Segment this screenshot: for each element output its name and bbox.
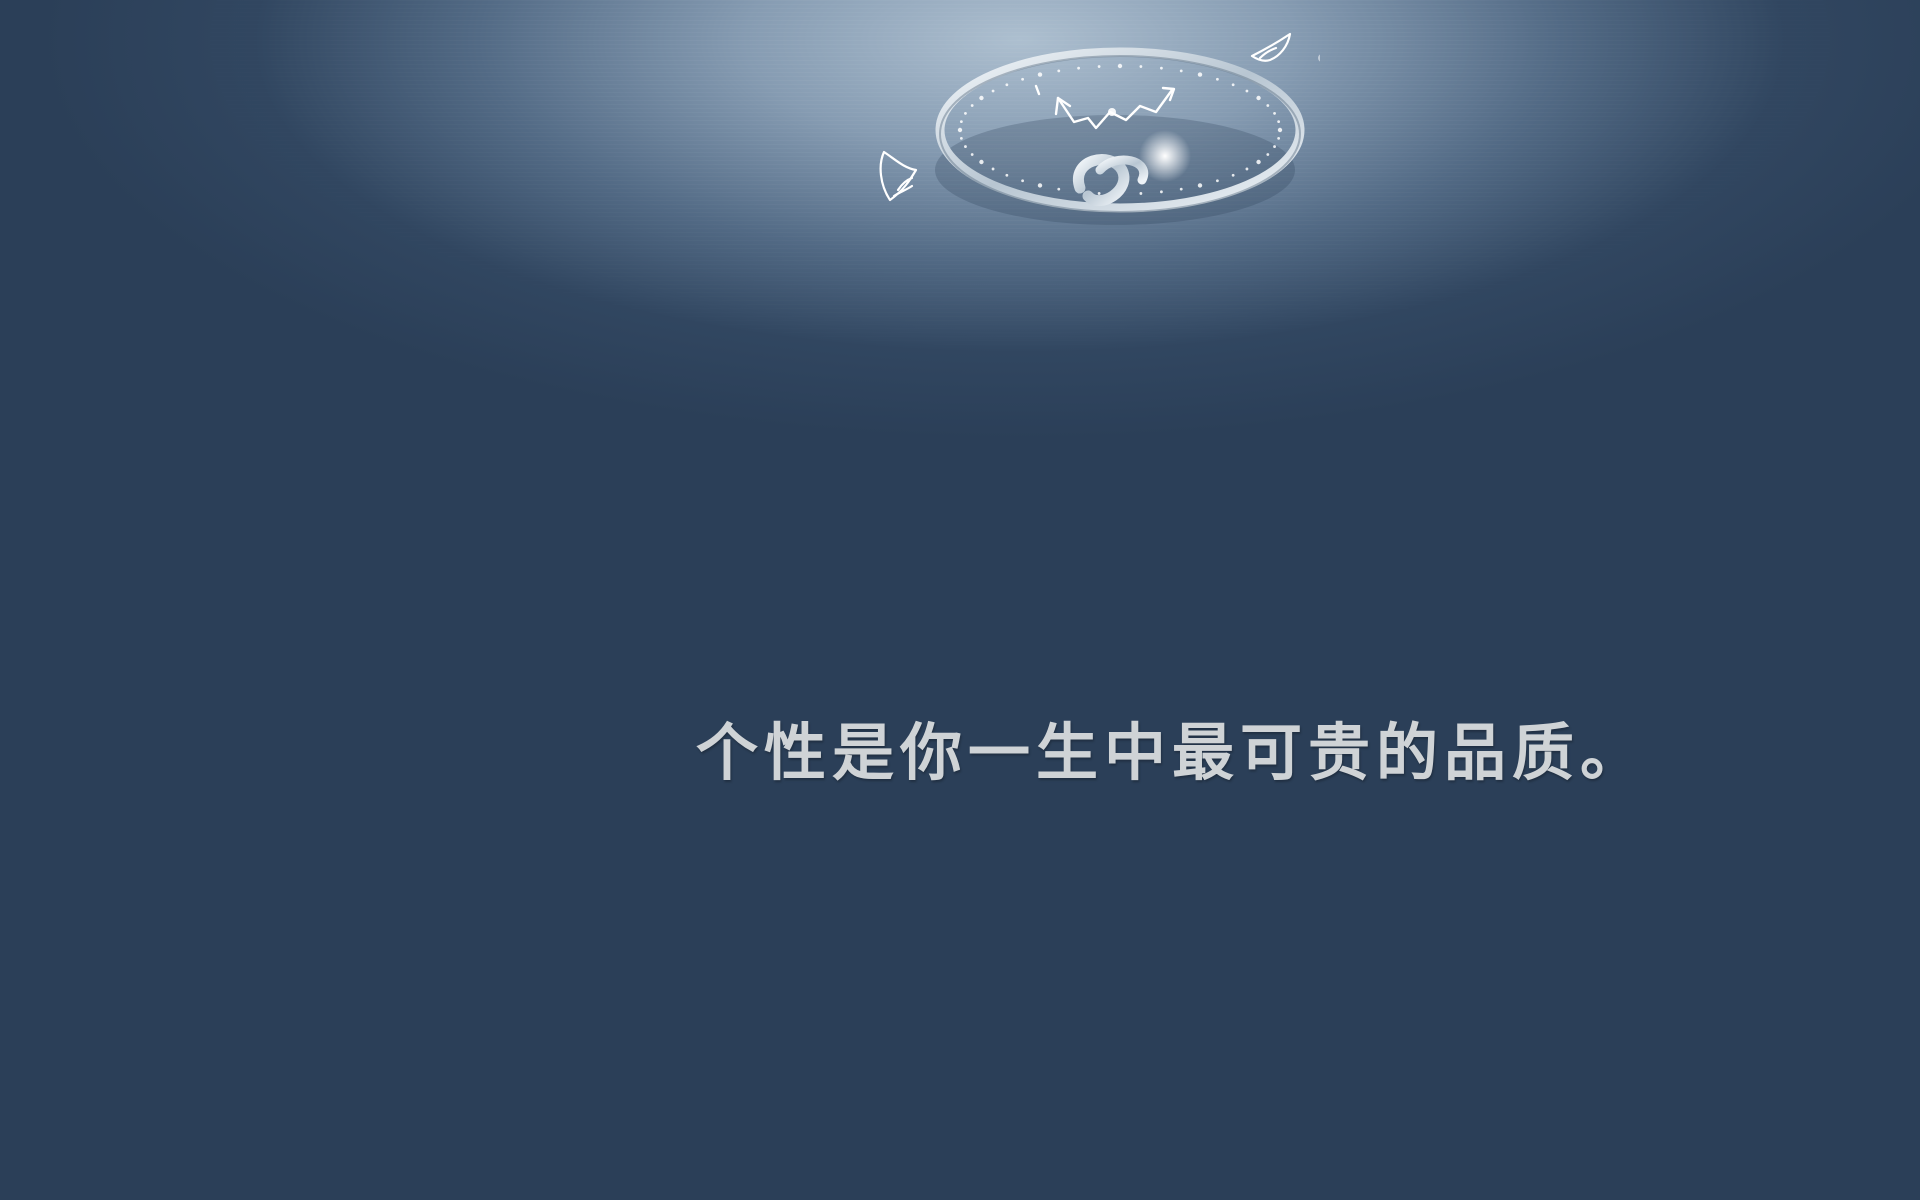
clock-tick (1139, 65, 1143, 68)
clock-tick (1197, 183, 1203, 188)
clock-tick (1277, 136, 1281, 140)
clock-tick (1179, 187, 1183, 191)
ring-band-edge (939, 55, 1301, 213)
clock-tick (1021, 179, 1024, 183)
wing-icon (879, 150, 918, 202)
clock-tick (1117, 63, 1123, 69)
clock-tick (959, 120, 963, 124)
clock-tick (1037, 72, 1043, 77)
clock-tick (970, 104, 974, 107)
clock-tick (1216, 179, 1219, 183)
texture-lines (0, 0, 1920, 380)
wing-icon (1250, 32, 1292, 62)
ring-illustration (879, 32, 1320, 225)
clock-tick (1005, 173, 1009, 177)
clock-tick (1277, 127, 1283, 133)
clock-tick (1139, 192, 1143, 195)
clock-tick (957, 127, 963, 133)
clock-tick (1273, 145, 1276, 148)
clock-tick (1197, 72, 1203, 77)
clock-tick (1266, 104, 1270, 107)
clock-tick (991, 167, 995, 171)
clock-tick (1277, 120, 1281, 124)
clock-tick (1231, 83, 1235, 87)
sparkle (1139, 130, 1191, 182)
ring-band (935, 47, 1305, 213)
sparkle-small (1108, 108, 1116, 116)
clock-tick (1179, 69, 1183, 73)
ring-knot (1072, 154, 1149, 207)
clock-tick (979, 95, 984, 101)
quote-text: 个性是你一生中最可贵的品质。 (696, 716, 1649, 789)
clock-tick (1245, 167, 1249, 171)
clock-tick (964, 145, 967, 148)
clock-tick (1077, 66, 1080, 70)
clock-tick (970, 153, 974, 156)
clock-tick (1216, 77, 1219, 81)
clock-tick (1160, 66, 1163, 70)
clock-tick (1097, 65, 1101, 68)
clock-tick (1160, 190, 1163, 194)
bokeh-dot (1318, 54, 1320, 62)
clock-tick (991, 89, 995, 93)
clock-face (957, 63, 1283, 197)
clock-tick (1021, 77, 1024, 81)
clock-tick (1057, 187, 1061, 191)
clock-tick (1037, 183, 1043, 188)
clock-tick (1256, 95, 1261, 101)
clock-tick (1097, 192, 1101, 195)
clock-tick (1273, 112, 1276, 115)
clock-tick (959, 136, 963, 140)
clock-tick (1266, 153, 1270, 156)
clock-tick (1057, 69, 1061, 73)
clock-tick (964, 112, 967, 115)
clock-tick (1231, 173, 1235, 177)
clock-tick (1245, 89, 1249, 93)
clock-tick (1005, 83, 1009, 87)
clock-tick (1256, 159, 1261, 165)
clock-tick (979, 159, 984, 165)
